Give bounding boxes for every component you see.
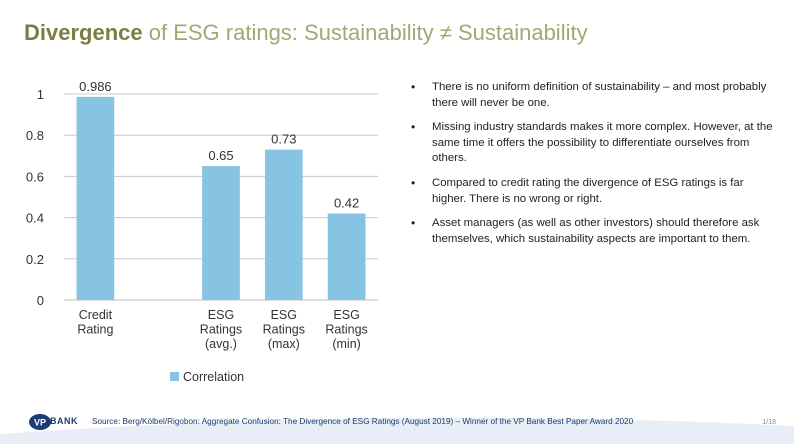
y-tick-label: 0.4 [26,211,44,226]
bar [76,96,115,300]
data-label: 0.42 [334,195,359,210]
bar [202,166,240,300]
x-tick-label: Ratings [263,323,305,337]
footer-decoration [0,417,794,444]
y-tick-label: 0.8 [26,128,44,143]
x-tick-label: Ratings [325,323,367,337]
source-note: Source: Berg/Kölbel/Rigobon: Aggregate C… [92,417,634,426]
y-tick-label: 0.2 [26,252,44,267]
x-tick-label: (min) [332,337,360,351]
bullet-item: Asset managers (as well as other investo… [408,216,780,247]
data-label: 0.986 [79,79,112,94]
title-rest: of ESG ratings: Sustainability ≠ Sustain… [142,20,588,45]
svg-text:VP: VP [34,418,46,428]
data-label: 0.73 [271,132,296,147]
y-tick-label: 1 [37,87,44,102]
legend-label: Correlation [183,370,244,384]
x-tick-label: ESG [333,308,359,322]
vp-bank-logo: VP [29,414,51,430]
correlation-chart: 00.20.40.60.810.986CreditRating0.65ESGRa… [26,79,378,384]
bullet-item: Compared to credit rating the divergence… [408,176,780,207]
y-tick-label: 0.6 [26,169,44,184]
page-title: Divergence of ESG ratings: Sustainabilit… [24,20,588,46]
y-tick-label: 0 [37,293,44,308]
page-number: 1/18 [762,419,776,426]
x-tick-label: ESG [271,308,297,322]
legend-swatch [170,372,179,381]
logo-text: BANK [50,416,78,426]
x-tick-label: Rating [77,323,113,337]
bullet-item: Missing industry standards makes it more… [408,120,780,167]
bullet-item: There is no uniform definition of sustai… [408,80,780,111]
bar [327,213,366,300]
x-tick-label: ESG [208,308,234,322]
x-tick-label: (max) [268,337,300,351]
bar [264,149,303,300]
x-tick-label: Credit [79,308,113,322]
x-tick-label: (avg.) [205,337,237,351]
bullet-list: There is no uniform definition of sustai… [408,80,780,256]
x-tick-label: Ratings [200,323,242,337]
data-label: 0.65 [208,148,233,163]
title-strong: Divergence [24,20,143,45]
